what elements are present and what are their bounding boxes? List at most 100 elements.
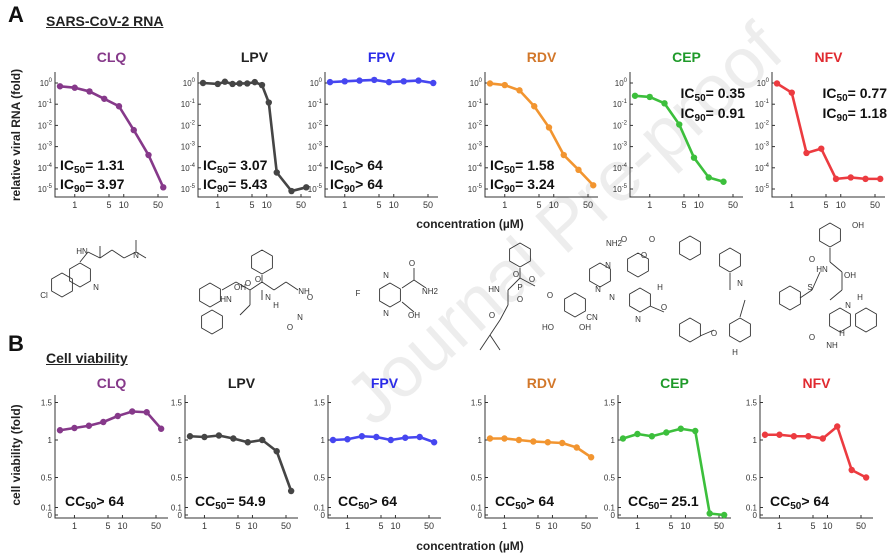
data-point [251,78,258,86]
y-tick-label: 10-3 [308,142,323,152]
y-tick-base: 10 [615,79,624,88]
data-point [590,182,597,189]
x-tick-label: 10 [390,521,400,531]
data-point [415,77,422,84]
annotation: CC50> 64 [495,493,554,512]
y-tick-label: 0 [611,511,616,520]
data-point [387,436,394,444]
bond [479,334,491,351]
data-point [788,89,795,96]
annotation-label: IC [60,176,74,192]
atom-label: H [732,348,738,357]
x-tick-label: 50 [151,521,161,531]
x-tick-label: 10 [680,521,690,531]
annotation-value: > 64 [355,176,383,192]
data-point [358,433,366,440]
y-tick-label: 10-5 [755,184,770,194]
data-point [71,424,78,432]
annotation-subscript: 90 [344,184,356,195]
bond [221,281,237,291]
y-tick-label: 0.1 [604,504,616,513]
y-tick-base: 10 [755,100,764,109]
y-tick-exponent: 0 [624,78,628,84]
data-point [287,487,295,495]
y-tick-base: 10 [757,79,766,88]
y-tick-exponent: -4 [477,163,483,169]
bond [811,271,821,291]
y-tick-label: 10-3 [468,142,483,152]
annotation: IC50= 0.77 [823,85,888,104]
bond [249,281,263,291]
data-point [130,126,137,134]
panel-title: LPV [241,49,269,65]
axis-line [324,72,438,198]
bond [123,251,137,259]
atom-label: O [711,329,717,338]
annotation: IC90> 64 [330,176,383,195]
data-point [273,448,280,455]
x-tick-label: 50 [296,200,306,210]
data-point [258,81,266,89]
data-point [515,436,523,444]
data-point [265,99,272,106]
x-tick-label: 1 [202,521,207,531]
data-point [531,103,538,110]
data-point [706,510,713,517]
y-tick-base: 10 [755,143,764,152]
y-tick-label: 1.5 [746,399,758,408]
bond [135,251,147,259]
y-tick-label: 100 [757,78,770,88]
x-tick-label: 5 [668,521,673,531]
bond [649,305,665,313]
annotation-subscript: 50 [344,165,356,176]
atom-label: O [255,275,261,284]
y-tick-base: 10 [38,185,47,194]
ring [589,262,611,288]
data-point [530,438,537,445]
panel-title: FPV [371,375,399,391]
atom-label: H [273,301,279,310]
y-tick-label: 10-5 [181,184,196,194]
axis-line [54,395,168,519]
data-point [430,79,437,87]
annotation: IC90= 1.18 [823,105,888,124]
data-point [199,79,207,87]
data-point [56,427,64,434]
data-point [236,80,243,87]
data-point [661,100,668,107]
annotation-label: CC [495,493,515,509]
data-point [402,434,409,441]
x-tick-label: 50 [583,200,593,210]
y-tick-exponent: -1 [622,99,628,105]
data-point [486,435,494,442]
y-tick-base: 10 [181,185,190,194]
y-tick-label: 0.1 [314,504,326,513]
data-point [371,76,378,84]
bond [489,334,501,351]
atom-label: OH [852,221,864,230]
y-tick-label: 100 [40,78,53,88]
atom-label: H [839,329,845,338]
atom-label: O [307,293,313,302]
axis-line [197,72,311,198]
atom-label: P [517,283,522,292]
bond [273,281,287,291]
y-tick-exponent: -3 [317,142,323,148]
atom-label: NH [826,341,838,350]
y-tick-label: 10-4 [613,163,628,173]
bond [519,277,536,287]
atom-label: H [857,293,863,302]
y-tick-label: 1 [753,436,758,445]
axis-line [184,395,298,519]
chemical-structure-fpv: F N N O NH2 OH [356,259,439,320]
data-point [692,427,699,435]
x-tick-label: 1 [789,200,794,210]
y-tick-exponent: -4 [47,163,53,169]
annotation: CC50> 64 [338,493,397,512]
annotation: CC50= 25.1 [628,493,699,512]
